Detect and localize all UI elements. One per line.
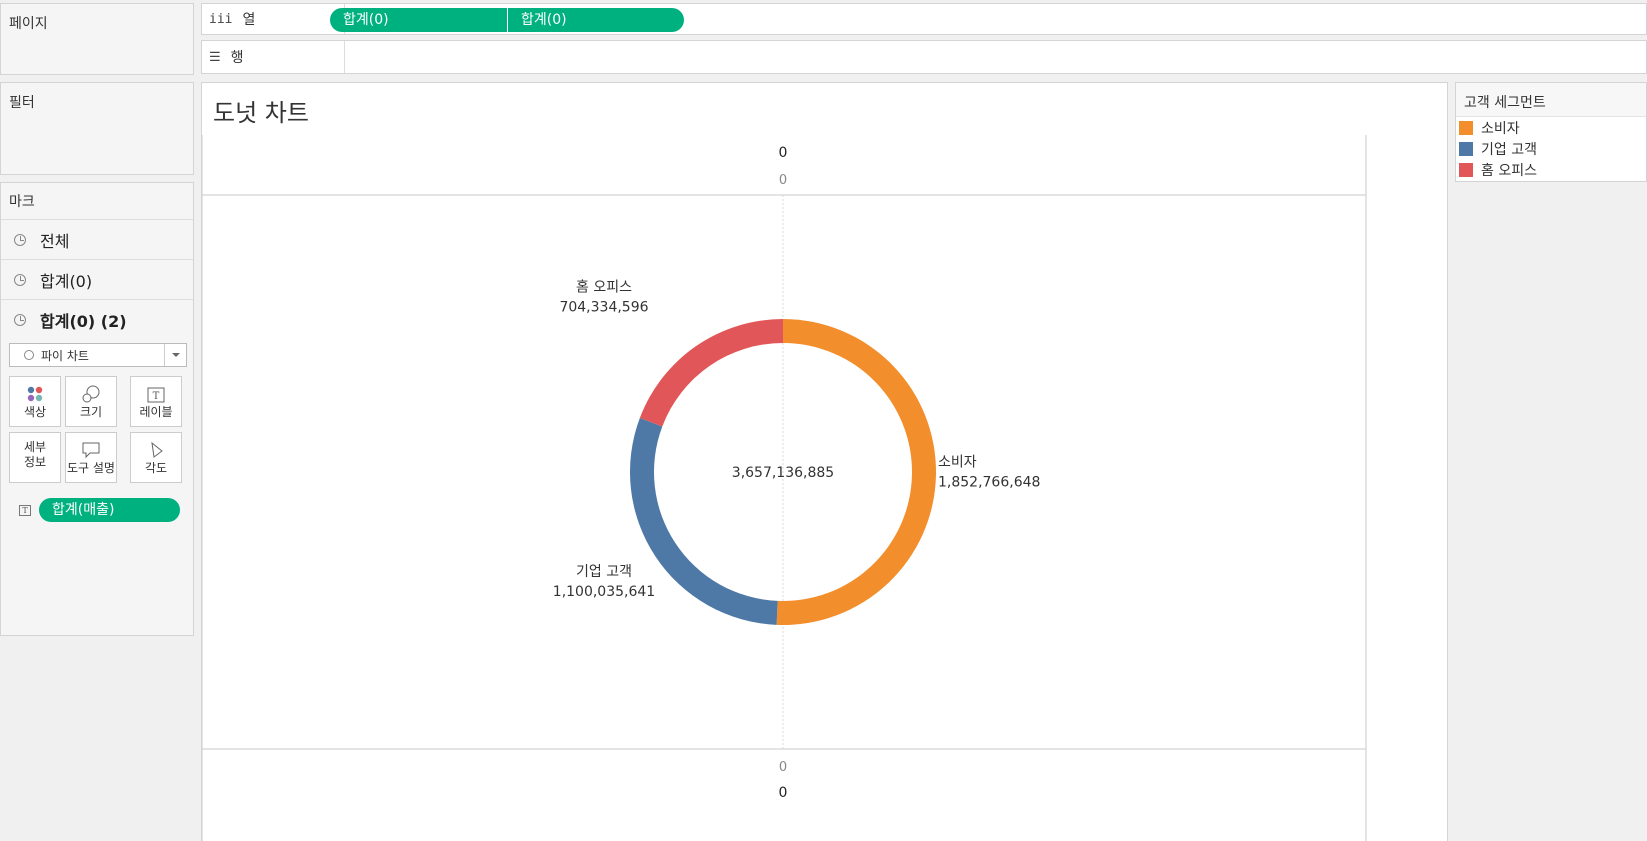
slice-label-value: 704,334,596 — [559, 300, 648, 316]
axis-bottom-tick-label: 0 — [779, 760, 787, 775]
label-card-label: 레이블 — [139, 405, 173, 419]
columns-pill-1[interactable]: 합계(0) — [330, 8, 507, 32]
pie-icon — [14, 313, 26, 326]
chart-title: 도넛 차트 — [213, 99, 309, 127]
filters-title: 필터 — [9, 95, 35, 111]
legend-label: 기업 고객 — [1481, 141, 1537, 158]
chevron-down-icon[interactable] — [164, 344, 186, 366]
text-label-icon: T — [131, 377, 181, 403]
mark-type-value: 파이 차트 — [41, 348, 89, 363]
legend-swatch — [1459, 162, 1473, 177]
marks-layer-sum-1[interactable]: 합계(0) — [1, 259, 193, 299]
pie-icon — [14, 273, 26, 286]
legend-title: 고객 세그먼트 — [1456, 83, 1646, 117]
detail-card-button[interactable]: 세부 정보 — [9, 432, 61, 483]
axis-top-header: 0 — [779, 145, 788, 161]
slice-label-value: 1,100,035,641 — [553, 584, 655, 600]
angle-card-button[interactable]: 각도 — [130, 432, 182, 483]
color-card-button[interactable]: 색상 — [9, 376, 61, 427]
axis-bottom-header: 0 — [779, 785, 788, 801]
size-card-button[interactable]: 크기 — [65, 376, 117, 427]
legend-label: 소비자 — [1481, 120, 1520, 137]
legend-swatch — [1459, 120, 1473, 135]
pie-icon — [14, 233, 26, 246]
legend-item[interactable]: 소비자 — [1456, 117, 1646, 138]
legend-swatch — [1459, 141, 1473, 156]
slice-label-name: 소비자 — [938, 454, 977, 470]
color-card-label: 색상 — [23, 405, 47, 419]
marks-panel: 마크 전체 합계(0) 합계(0) (2) 파이 차트 색상 크기 T 레이블 … — [0, 182, 194, 636]
columns-shelf[interactable]: iii 열 합계(0) 합계(0) — [201, 3, 1647, 35]
rows-shelf-label: ☰ 행 — [202, 41, 345, 73]
legend-item[interactable]: 홈 오피스 — [1456, 159, 1646, 180]
donut-slice-1 — [630, 418, 778, 625]
donut-chart: 0 0 0 0 소비자 1,852,766,648 기업 고객 1,100,035,641 홈 … — [202, 135, 1367, 841]
marks-title: 마크 — [9, 194, 35, 210]
tooltip-card-button[interactable]: 도구 설명 — [65, 432, 117, 483]
legend-label: 홈 오피스 — [1481, 162, 1537, 179]
chart-frame — [202, 135, 1367, 841]
slice-label-value: 1,852,766,648 — [938, 474, 1040, 490]
chart-panel: 0 0 0 0 소비자 1,852,766,648 기업 고객 1,100,035,641 홈 … — [201, 82, 1448, 841]
svg-text:T: T — [153, 391, 160, 402]
speech-bubble-icon — [66, 433, 116, 459]
marks-layer-label: 합계(0) (2) — [40, 311, 127, 331]
size-circles-icon — [66, 377, 116, 403]
angle-card-label: 각도 — [144, 461, 168, 475]
legend-item[interactable]: 기업 고객 — [1456, 138, 1646, 159]
pages-panel[interactable]: 페이지 — [0, 3, 194, 75]
axis-top-tick-label: 0 — [779, 173, 787, 188]
angle-icon — [131, 433, 181, 459]
columns-pill-2[interactable]: 합계(0) — [508, 8, 684, 32]
mark-type-dropdown[interactable]: 파이 차트 — [9, 343, 187, 367]
slice-label-name: 기업 고객 — [576, 564, 632, 580]
center-total-label: 3,657,136,885 — [732, 465, 834, 481]
pie-icon — [24, 350, 34, 360]
filters-panel[interactable]: 필터 — [0, 82, 194, 175]
marks-layer-label: 합계(0) — [40, 271, 93, 291]
pages-title: 페이지 — [9, 16, 48, 32]
columns-icon: iii — [209, 11, 233, 27]
label-field-row: T 합계(매출) — [19, 498, 180, 522]
size-card-label: 크기 — [79, 405, 103, 419]
sum-sales-pill[interactable]: 합계(매출) — [39, 498, 180, 522]
slice-label-name: 홈 오피스 — [576, 280, 632, 296]
donut-slice-2 — [639, 319, 783, 427]
tooltip-card-label: 도구 설명 — [67, 461, 115, 475]
marks-layer-label: 전체 — [40, 231, 70, 251]
chart-texts: 0 0 0 0 소비자 1,852,766,648 기업 고객 1,100,035,641 홈 … — [553, 145, 1041, 801]
detail-card-text: 세부 정보 — [23, 440, 47, 469]
columns-shelf-label: iii 열 — [202, 4, 345, 34]
detail-card-label: 세부 정보 — [10, 433, 60, 470]
legend-panel: 고객 세그먼트 소비자 기업 고객 홈 오피스 — [1455, 82, 1647, 182]
rows-icon: ☰ — [209, 49, 221, 65]
columns-shelf-title: 열 — [242, 12, 256, 28]
rows-shelf[interactable]: ☰ 행 — [201, 40, 1647, 74]
label-card-button[interactable]: T 레이블 — [130, 376, 182, 427]
chart-marks — [630, 319, 937, 625]
text-label-icon: T — [19, 504, 31, 516]
marks-layer-sum-2[interactable]: 합계(0) (2) — [1, 299, 193, 339]
donut-slice-0 — [776, 319, 937, 625]
rows-shelf-title: 행 — [230, 50, 244, 66]
color-dots-icon — [10, 377, 60, 403]
marks-layer-all[interactable]: 전체 — [1, 219, 193, 259]
